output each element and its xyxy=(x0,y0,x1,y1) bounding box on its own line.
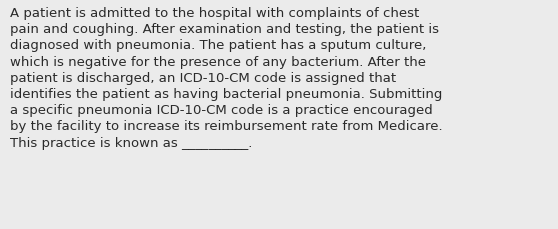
Text: A patient is admitted to the hospital with complaints of chest
pain and coughing: A patient is admitted to the hospital wi… xyxy=(10,7,442,149)
